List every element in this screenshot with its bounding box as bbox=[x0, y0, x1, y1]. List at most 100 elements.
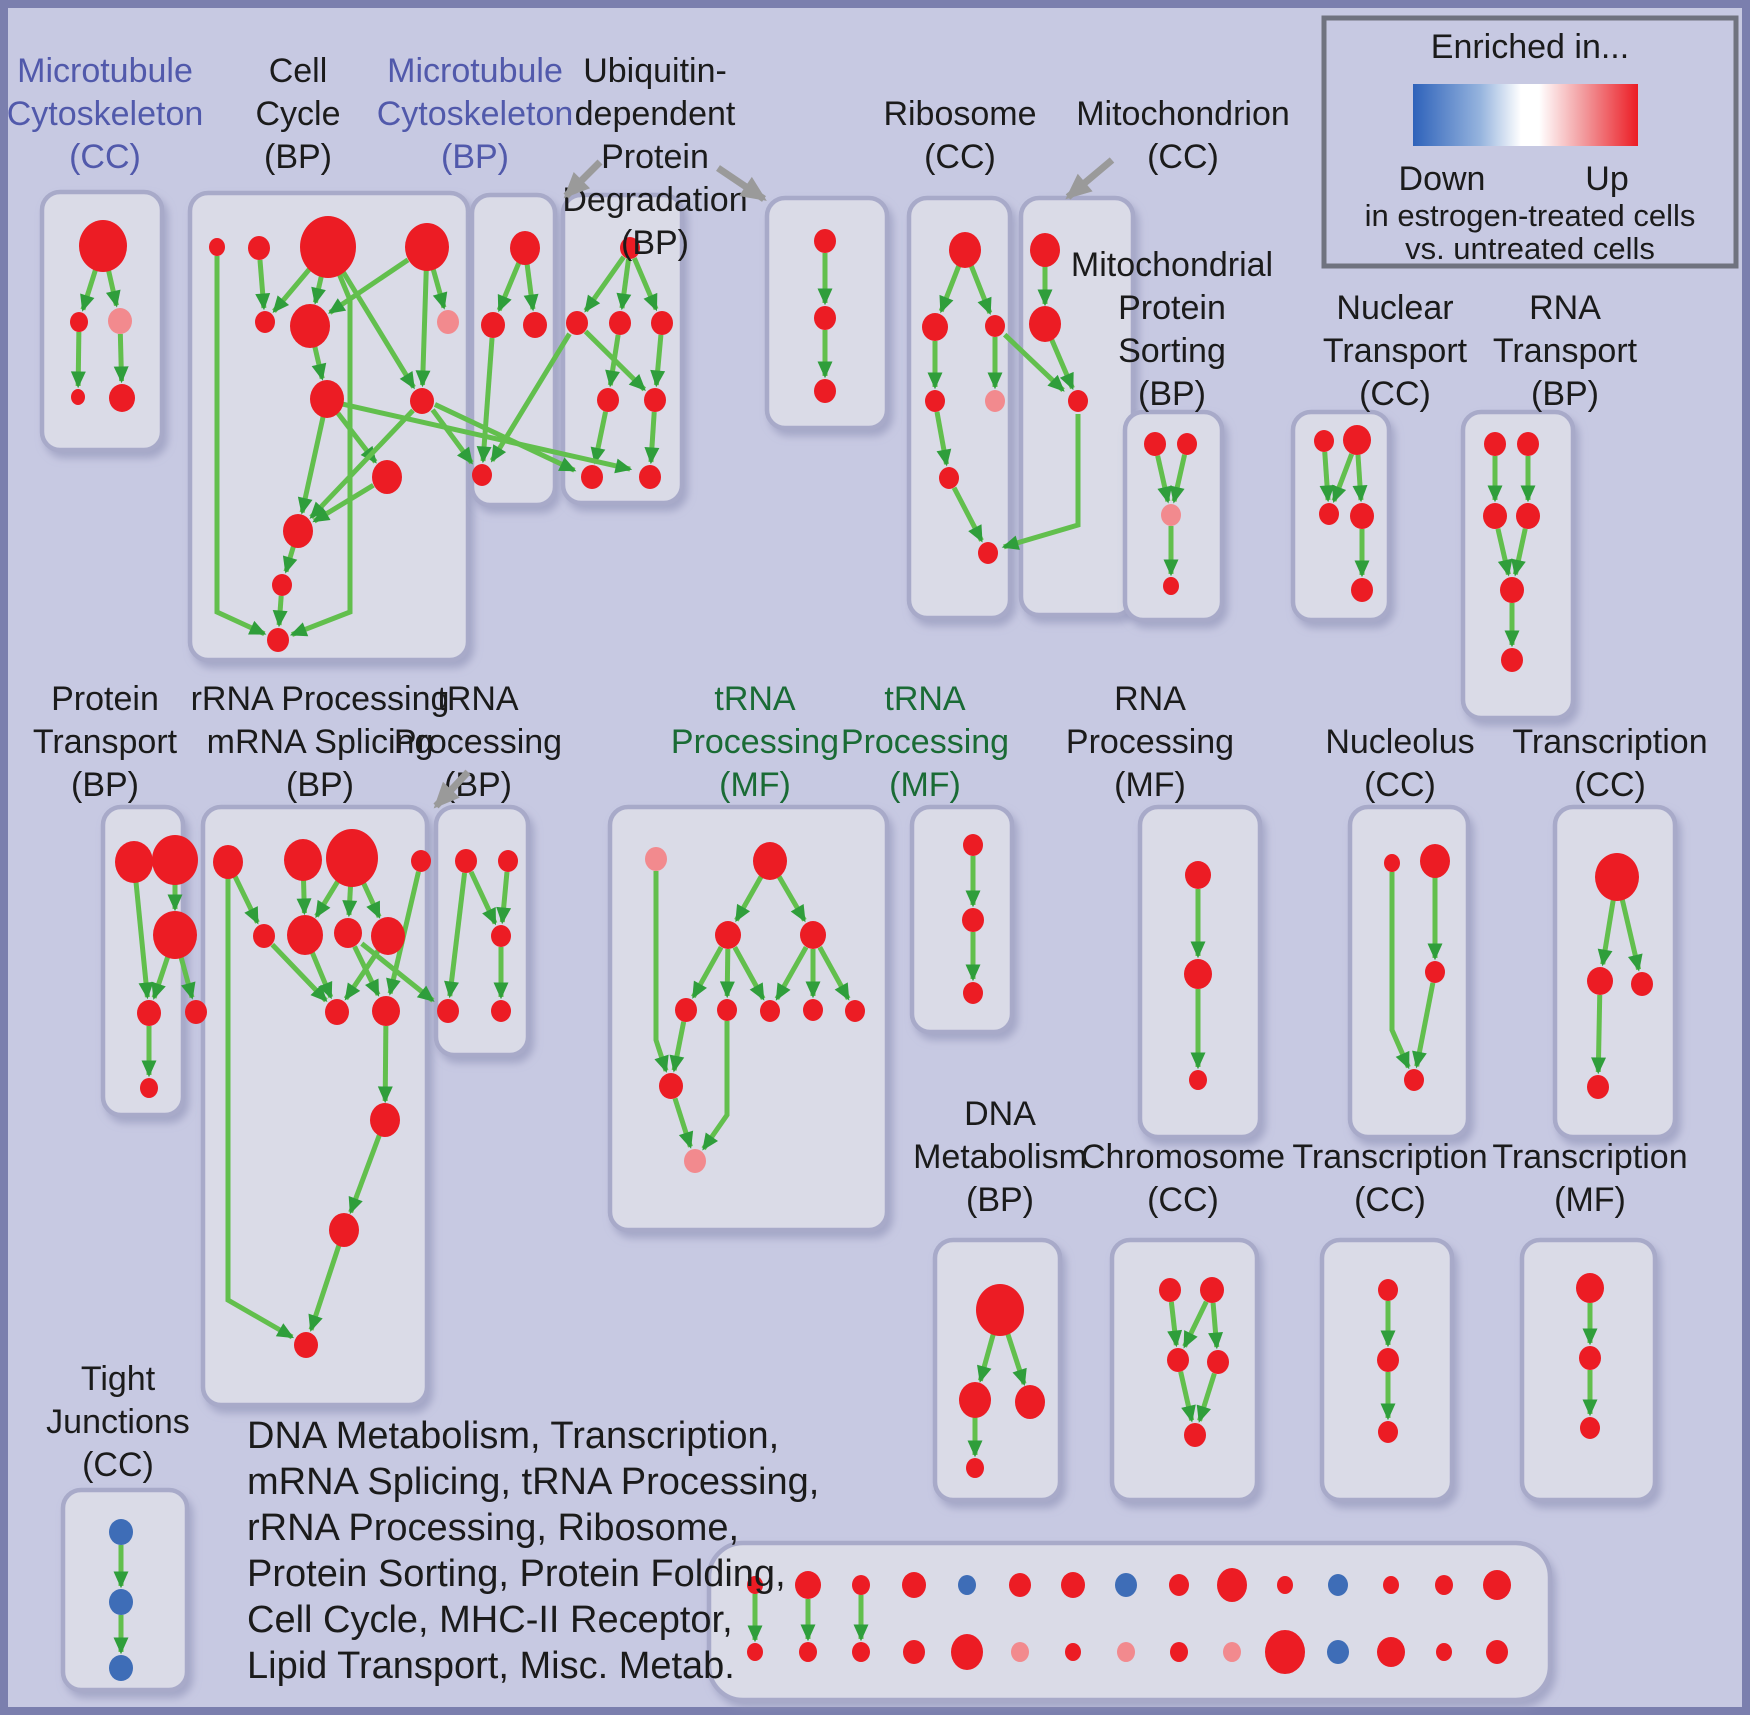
node-mitochondrial-protein-sorting-bp bbox=[1177, 433, 1197, 455]
merged-categories-note: DNA Metabolism, Transcription, bbox=[247, 1415, 779, 1457]
cross-box-edge bbox=[1001, 414, 1081, 550]
edge-trna-processing-mf-1 bbox=[774, 945, 809, 1001]
cluster-label-trna-processing-mf-1: tRNA bbox=[714, 680, 796, 718]
edge-rrna-processing-mrna-splicing-bp bbox=[342, 884, 358, 918]
node-tight-junctions-cc bbox=[109, 1589, 133, 1615]
cluster-label-microtubule-cytoskeleton-bp: (BP) bbox=[441, 138, 509, 176]
bottom-panel-node-top bbox=[1483, 1570, 1511, 1600]
edge-chromosome-cc bbox=[1167, 1301, 1183, 1348]
cluster-label-ubiquitin-degradation-bp-1: Protein bbox=[601, 138, 709, 176]
node-cell-cycle-bp bbox=[248, 236, 270, 260]
edge-protein-transport-bp bbox=[178, 956, 196, 1000]
cluster-label-transcription-cc-1: Transcription bbox=[1512, 723, 1707, 761]
edge-cell-cycle-bp bbox=[272, 595, 288, 628]
legend-subtitle-line2: vs. untreated cells bbox=[1405, 231, 1655, 266]
cluster-label-mitochondrial-protein-sorting-bp: Mitochondrial bbox=[1071, 246, 1273, 284]
label-pointer-arrow bbox=[1065, 157, 1115, 200]
node-trna-processing-mf-2 bbox=[963, 834, 983, 856]
cluster-label-tight-junctions-cc: Tight bbox=[81, 1360, 156, 1398]
edge-ubiquitin-degradation-bp-1 bbox=[650, 334, 666, 388]
node-microtubule-cytoskeleton-bp bbox=[510, 231, 540, 265]
node-nuclear-transport-cc bbox=[1314, 430, 1334, 452]
cluster-label-transcription-cc-2: (CC) bbox=[1354, 1181, 1426, 1219]
layer-edges bbox=[70, 253, 1643, 1655]
node-rna-transport-bp bbox=[1484, 432, 1506, 456]
edge-ubiquitin-degradation-bp-1 bbox=[644, 411, 660, 465]
edge-trna-processing-mf-1 bbox=[732, 946, 766, 1001]
cluster-label-protein-transport-bp: Protein bbox=[51, 680, 159, 718]
cluster-label-trna-processing-mf-1: Processing bbox=[671, 723, 839, 761]
edge-rna-transport-bp bbox=[1511, 528, 1528, 577]
bottom-panel-node-bottom bbox=[1486, 1640, 1508, 1664]
node-tight-junctions-cc bbox=[109, 1519, 133, 1545]
bottom-panel-node-bottom bbox=[799, 1642, 817, 1662]
cluster-label-trna-processing-mf-1: (MF) bbox=[719, 766, 791, 804]
edge-trna-processing-mf-1 bbox=[669, 1021, 687, 1073]
bottom-panel-node-bottom bbox=[1065, 1643, 1081, 1661]
edge-trna-processing-mf-1 bbox=[734, 875, 764, 923]
node-rrna-processing-mrna-splicing-bp bbox=[326, 829, 378, 887]
cluster-box-nuclear-transport-cc bbox=[1290, 409, 1392, 623]
edge-trna-processing-mf-1 bbox=[691, 945, 724, 999]
edge-rrna-processing-mrna-splicing-bp bbox=[225, 878, 295, 1340]
node-rna-processing-mf bbox=[1185, 861, 1211, 889]
edge-cell-cycle-bp bbox=[311, 345, 327, 381]
node-cell-cycle-bp bbox=[267, 628, 289, 652]
node-nuclear-transport-cc bbox=[1343, 425, 1371, 455]
node-trna-processing-mf-1 bbox=[715, 921, 741, 949]
edge-ubiquitin-degradation-bp-1 bbox=[590, 411, 609, 465]
node-dna-metabolism-bp bbox=[966, 1458, 984, 1478]
edge-trna-processing-bp bbox=[444, 872, 468, 999]
node-trna-processing-mf-1 bbox=[845, 1000, 865, 1022]
node-cell-cycle-bp bbox=[410, 388, 434, 414]
bottom-panel-node-top bbox=[1115, 1573, 1137, 1597]
bottom-panel-node-top bbox=[1383, 1576, 1399, 1594]
node-cell-cycle-bp bbox=[300, 216, 356, 278]
bottom-panel-node-top bbox=[747, 1576, 763, 1594]
node-microtubule-cytoskeleton-cc bbox=[79, 220, 127, 272]
node-transcription-cc-1 bbox=[1595, 853, 1639, 901]
node-ubiquitin-degradation-bp-1 bbox=[581, 465, 603, 489]
cluster-label-tight-junctions-cc: Junctions bbox=[46, 1403, 190, 1441]
node-mitochondrial-protein-sorting-bp bbox=[1163, 577, 1179, 595]
cluster-label-ribosome-cc: (CC) bbox=[924, 138, 996, 176]
cluster-label-rna-processing-mf: RNA bbox=[1114, 680, 1186, 718]
bottom-panel-node-top bbox=[1435, 1575, 1453, 1595]
node-cell-cycle-bp bbox=[255, 311, 275, 333]
node-rna-processing-mf bbox=[1184, 959, 1212, 989]
edge-rrna-processing-mrna-splicing-bp bbox=[309, 951, 334, 1000]
node-nucleolus-cc bbox=[1384, 854, 1400, 872]
cluster-box-transcription-cc-1 bbox=[1552, 804, 1678, 1140]
edge-ribosome-cc bbox=[968, 264, 993, 316]
legend-down-label: Down bbox=[1399, 160, 1486, 198]
legend-subtitle-line1: in estrogen-treated cells bbox=[1365, 198, 1696, 233]
cluster-label-tight-junctions-cc: (CC) bbox=[82, 1446, 154, 1484]
cluster-label-trna-processing-bp: Processing bbox=[394, 723, 562, 761]
node-protein-transport-bp bbox=[185, 1000, 207, 1024]
edge-ribosome-cc bbox=[938, 264, 962, 314]
node-cell-cycle-bp bbox=[310, 380, 344, 418]
cluster-label-microtubule-cytoskeleton-bp: Cytoskeleton bbox=[377, 95, 574, 133]
cluster-label-dna-metabolism-bp: Metabolism bbox=[913, 1138, 1087, 1176]
edge-microtubule-cytoskeleton-bp bbox=[523, 263, 539, 312]
merged-categories-note: Protein Sorting, Protein Folding, bbox=[247, 1553, 786, 1595]
cluster-label-microtubule-cytoskeleton-cc: Cytoskeleton bbox=[7, 95, 204, 133]
edge-transcription-cc-1 bbox=[1619, 898, 1643, 972]
edge-trna-processing-bp bbox=[496, 871, 512, 925]
node-transcription-cc-2 bbox=[1378, 1421, 1398, 1443]
bottom-panel-node-bottom bbox=[1223, 1642, 1241, 1662]
node-trna-processing-mf-1 bbox=[803, 999, 823, 1021]
node-trna-processing-mf-2 bbox=[962, 908, 984, 932]
node-ubiquitin-degradation-bp-1 bbox=[566, 311, 588, 335]
edge-rrna-processing-mrna-splicing-bp bbox=[343, 949, 381, 1001]
cluster-label-rna-processing-mf: (MF) bbox=[1114, 766, 1186, 804]
bottom-panel-node-bottom bbox=[1265, 1630, 1305, 1674]
edge-microtubule-cytoskeleton-cc bbox=[113, 333, 129, 384]
node-nuclear-transport-cc bbox=[1351, 578, 1373, 602]
edge-ribosome-cc bbox=[951, 486, 984, 543]
node-rrna-processing-mrna-splicing-bp bbox=[294, 1332, 318, 1358]
node-transcription-cc-1 bbox=[1587, 967, 1613, 995]
cluster-label-chromosome-cc: Chromosome bbox=[1081, 1138, 1285, 1176]
